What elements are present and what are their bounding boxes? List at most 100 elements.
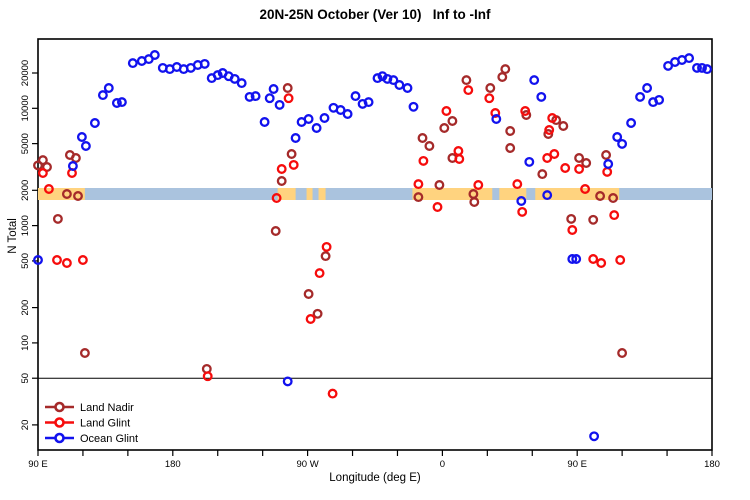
data-point — [76, 132, 87, 142]
data-point — [609, 210, 620, 221]
data-point — [236, 78, 247, 89]
data-point — [596, 258, 607, 268]
data-point — [612, 132, 623, 142]
data-point — [116, 97, 127, 108]
data-point — [558, 121, 569, 131]
data-point — [608, 193, 619, 203]
x-tick-label: 90 W — [297, 459, 319, 470]
data-point — [516, 196, 527, 206]
data-point — [434, 180, 445, 190]
data-point — [441, 106, 452, 116]
data-point — [79, 348, 90, 358]
plot-frame — [37, 38, 713, 451]
y-tick-label: 200 — [20, 300, 31, 316]
y-tick-label: 2000 — [20, 180, 31, 201]
data-point — [327, 388, 338, 399]
legend: Land Nadir Land Glint Ocean Glint — [45, 401, 138, 445]
data-point — [417, 133, 428, 143]
legend-label: Ocean Glint — [80, 433, 138, 445]
data-point — [567, 225, 578, 235]
data-point — [581, 158, 592, 168]
legend-marker — [54, 432, 65, 444]
data-point — [413, 179, 424, 190]
x-tick-label: 180 — [704, 459, 720, 470]
x-tick-label: 90 E — [28, 459, 48, 470]
y-tick-label: 5000 — [20, 133, 31, 154]
data-point — [321, 241, 332, 252]
data-point — [512, 179, 523, 190]
data-point — [37, 168, 48, 178]
data-point — [517, 206, 528, 217]
data-point — [229, 73, 240, 84]
data-point — [80, 141, 91, 151]
land-band-segment — [318, 188, 326, 200]
data-point — [574, 164, 585, 174]
data-point — [602, 166, 613, 177]
data-point — [560, 163, 571, 173]
data-point — [43, 184, 54, 194]
data-point — [394, 80, 405, 90]
data-point — [463, 85, 474, 96]
data-point — [485, 83, 496, 93]
data-point — [461, 75, 472, 86]
data-point — [500, 64, 511, 75]
data-point — [439, 123, 450, 133]
data-point — [617, 138, 628, 149]
data-point — [89, 118, 100, 128]
data-point — [244, 91, 255, 102]
data-point — [250, 91, 261, 102]
data-point — [580, 184, 591, 194]
data-point — [303, 289, 314, 299]
data-point — [270, 226, 281, 236]
data-point — [654, 94, 665, 105]
data-point — [497, 72, 508, 82]
data-point — [588, 254, 599, 264]
x-tick-label: 90 E — [567, 459, 587, 470]
legend-marker — [54, 417, 65, 428]
data-point — [37, 155, 48, 166]
y-tick-label: 1000 — [20, 215, 31, 236]
x-tick-label: 180 — [165, 459, 181, 470]
land-band-segment — [306, 188, 313, 200]
data-point — [67, 161, 78, 171]
data-point — [320, 251, 331, 262]
data-point — [544, 125, 555, 135]
legend-marker — [54, 401, 65, 413]
data-point — [342, 109, 353, 119]
data-point — [491, 114, 502, 124]
land-band-segment — [277, 188, 296, 200]
data-point — [382, 73, 393, 84]
data-point — [453, 146, 464, 156]
data-point — [490, 108, 501, 118]
data-point — [350, 91, 361, 102]
data-point — [268, 84, 279, 94]
data-point — [283, 93, 294, 104]
data-point — [127, 58, 138, 69]
data-point — [566, 213, 577, 224]
data-point — [363, 97, 374, 108]
data-point — [505, 126, 516, 136]
x-axis-label: Longitude (deg E) — [329, 472, 421, 484]
data-point — [282, 83, 293, 93]
data-point — [303, 114, 314, 124]
data-point — [408, 101, 419, 112]
data-point — [402, 83, 413, 93]
data-point — [305, 314, 316, 324]
data-point — [33, 160, 43, 171]
data-point — [259, 117, 270, 127]
data-point — [288, 159, 299, 170]
data-point — [61, 258, 72, 268]
data-point — [290, 133, 301, 143]
y-tick-label: 100 — [20, 335, 31, 351]
data-point — [454, 154, 465, 164]
y-tick-label: 20 — [20, 420, 31, 431]
data-point — [684, 53, 695, 64]
legend-label: Land Nadir — [80, 402, 134, 414]
y-axis-ticks: 20 50 100 200 500 1000 2000 5000 10000 20000 — [20, 60, 38, 430]
data-point — [312, 308, 323, 319]
series-land-nadir — [33, 64, 628, 374]
data-point — [388, 75, 399, 86]
data-point — [603, 159, 614, 169]
data-point — [536, 91, 547, 102]
